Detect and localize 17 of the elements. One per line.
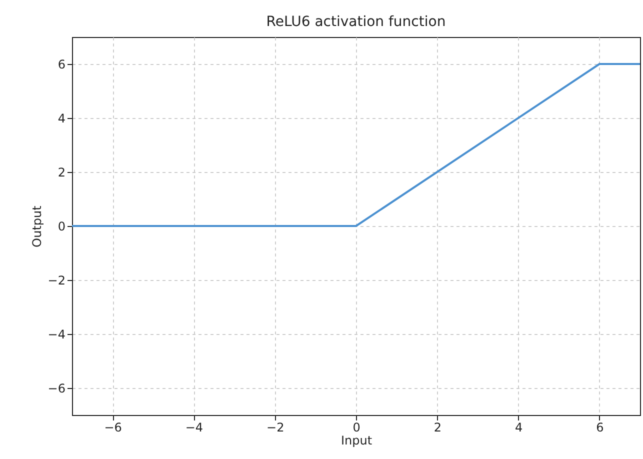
y-tick-label: −6 (48, 382, 66, 396)
x-tick-label: −2 (266, 420, 284, 434)
y-axis-title: Output (30, 205, 44, 248)
y-tick-label: 6 (58, 58, 66, 72)
y-tick-label: 4 (58, 112, 66, 126)
x-tick-label: 0 (352, 420, 360, 434)
x-tick-label: −6 (104, 420, 122, 434)
y-tick-label: −2 (48, 274, 66, 288)
chart-title: ReLU6 activation function (266, 14, 446, 30)
y-tick-label: −4 (48, 328, 66, 342)
x-axis-title: Input (340, 434, 372, 448)
x-tick-label: −4 (185, 420, 204, 434)
x-tick-label: 2 (434, 420, 442, 434)
y-tick-label: 2 (58, 166, 66, 180)
y-tick-label: 0 (58, 220, 66, 234)
x-tick-label: 4 (514, 420, 523, 434)
x-tick-label: 6 (596, 420, 604, 434)
